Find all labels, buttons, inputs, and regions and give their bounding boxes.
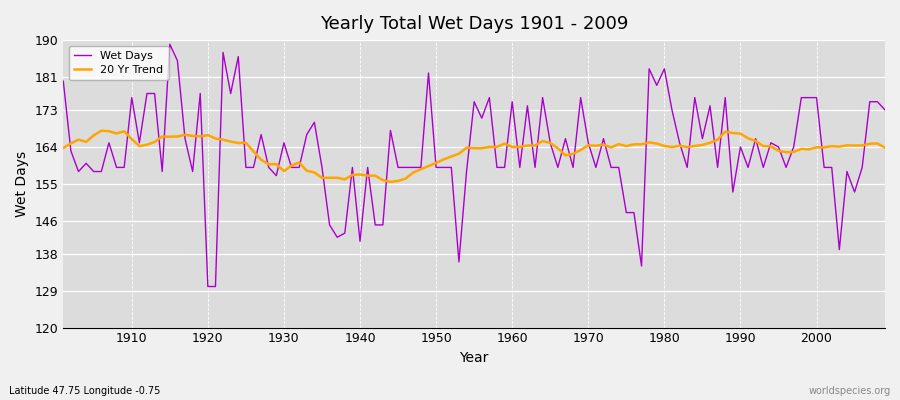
Title: Yearly Total Wet Days 1901 - 2009: Yearly Total Wet Days 1901 - 2009: [320, 15, 628, 33]
20 Yr Trend: [515, 144, 526, 149]
Line: 20 Yr Trend: 20 Yr Trend: [63, 131, 885, 182]
Wet Days: [515, 165, 526, 170]
20 Yr Trend: [385, 180, 396, 184]
Wet Days: [347, 165, 358, 170]
Wet Days: [522, 104, 533, 108]
20 Yr Trend: [96, 128, 107, 133]
Wet Days: [202, 284, 213, 289]
Wet Days: [879, 108, 890, 112]
20 Yr Trend: [293, 160, 304, 165]
Wet Days: [613, 165, 624, 170]
Text: worldspecies.org: worldspecies.org: [809, 386, 891, 396]
Text: Latitude 47.75 Longitude -0.75: Latitude 47.75 Longitude -0.75: [9, 386, 160, 396]
Line: Wet Days: Wet Days: [63, 44, 885, 286]
20 Yr Trend: [613, 142, 624, 146]
Legend: Wet Days, 20 Yr Trend: Wet Days, 20 Yr Trend: [68, 46, 168, 80]
Y-axis label: Wet Days: Wet Days: [15, 151, 29, 217]
20 Yr Trend: [339, 177, 350, 182]
20 Yr Trend: [58, 146, 68, 150]
Wet Days: [58, 79, 68, 84]
Wet Days: [302, 132, 312, 137]
20 Yr Trend: [522, 143, 533, 148]
Wet Days: [165, 42, 176, 47]
Wet Days: [119, 165, 130, 170]
20 Yr Trend: [126, 137, 137, 142]
20 Yr Trend: [879, 145, 890, 150]
X-axis label: Year: Year: [460, 351, 489, 365]
